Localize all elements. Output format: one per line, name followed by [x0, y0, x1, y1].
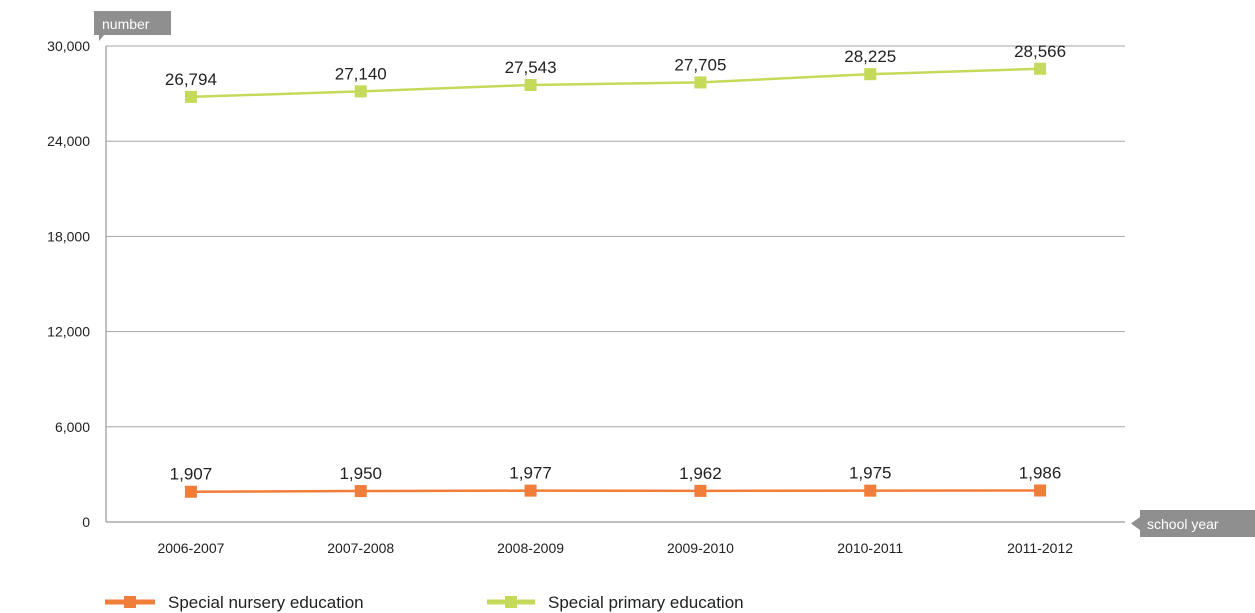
legend-swatch-marker-primary — [505, 596, 517, 608]
y-axis-label: number — [102, 16, 150, 32]
data-point-marker — [694, 484, 707, 497]
legend-swatch-marker-nursery — [124, 596, 136, 608]
legend-item-primary: Special primary education — [487, 593, 744, 612]
y-tick-label: 24,000 — [47, 133, 90, 149]
data-point-marker — [524, 484, 537, 497]
x-axis-ticks: 2006-2007 2007-2008 2008-2009 2009-2010 2010… — [157, 540, 1073, 556]
legend-label-nursery: Special nursery education — [168, 593, 364, 612]
data-labels: 1,907 1,950 1,977 1,962 1,975 1,986 26,794 27,1… — [165, 42, 1066, 484]
y-axis-ticks: 0 6,000 12,000 18,000 24,000 30,000 — [47, 38, 90, 530]
y-tick-label: 30,000 — [47, 38, 90, 54]
data-label: 1,907 — [170, 465, 213, 484]
x-axis-label: school year — [1147, 516, 1219, 532]
y-tick-label: 18,000 — [47, 228, 90, 244]
data-label: 28,566 — [1014, 42, 1066, 61]
data-point-marker — [524, 78, 537, 91]
y-tick-label: 12,000 — [47, 324, 90, 340]
y-tick-label: 6,000 — [55, 419, 90, 435]
series-line-0 — [190, 489, 1041, 493]
data-label: 28,225 — [844, 47, 896, 66]
x-tick-label: 2010-2011 — [837, 540, 903, 556]
data-point-marker — [694, 76, 707, 89]
data-label: 1,975 — [849, 464, 892, 483]
x-tick-label: 2006-2007 — [157, 540, 224, 556]
legend-item-nursery: Special nursery education — [105, 593, 364, 612]
legend: Special nursery education Special primar… — [105, 593, 744, 612]
x-tick-label: 2007-2008 — [327, 540, 394, 556]
data-label: 1,977 — [509, 464, 552, 483]
legend-label-primary: Special primary education — [548, 593, 744, 612]
data-point-marker — [864, 484, 877, 497]
x-tick-label: 2008-2009 — [497, 540, 564, 556]
data-label: 27,705 — [674, 55, 726, 74]
data-point-marker — [184, 90, 197, 103]
data-label: 27,140 — [335, 64, 387, 83]
x-axis-label-tag: school year — [1131, 510, 1255, 537]
data-label: 1,986 — [1019, 463, 1062, 482]
data-point-marker — [1034, 62, 1047, 75]
data-label: 1,950 — [339, 464, 382, 483]
data-point-marker — [354, 485, 367, 498]
data-point-marker — [354, 85, 367, 98]
data-label: 27,543 — [505, 58, 557, 77]
x-tick-label: 2009-2010 — [667, 540, 734, 556]
data-point-marker — [184, 485, 197, 498]
data-label: 1,962 — [679, 464, 722, 483]
y-axis-label-tag: number — [94, 11, 171, 41]
grid-lines — [105, 45, 1125, 523]
y-tick-label: 0 — [82, 514, 90, 530]
series-line-1 — [190, 67, 1041, 99]
series-layer — [184, 62, 1047, 498]
x-tick-label: 2011-2012 — [1007, 540, 1073, 556]
data-point-marker — [864, 68, 877, 81]
data-label: 26,794 — [165, 70, 217, 89]
data-point-marker — [1034, 484, 1047, 497]
